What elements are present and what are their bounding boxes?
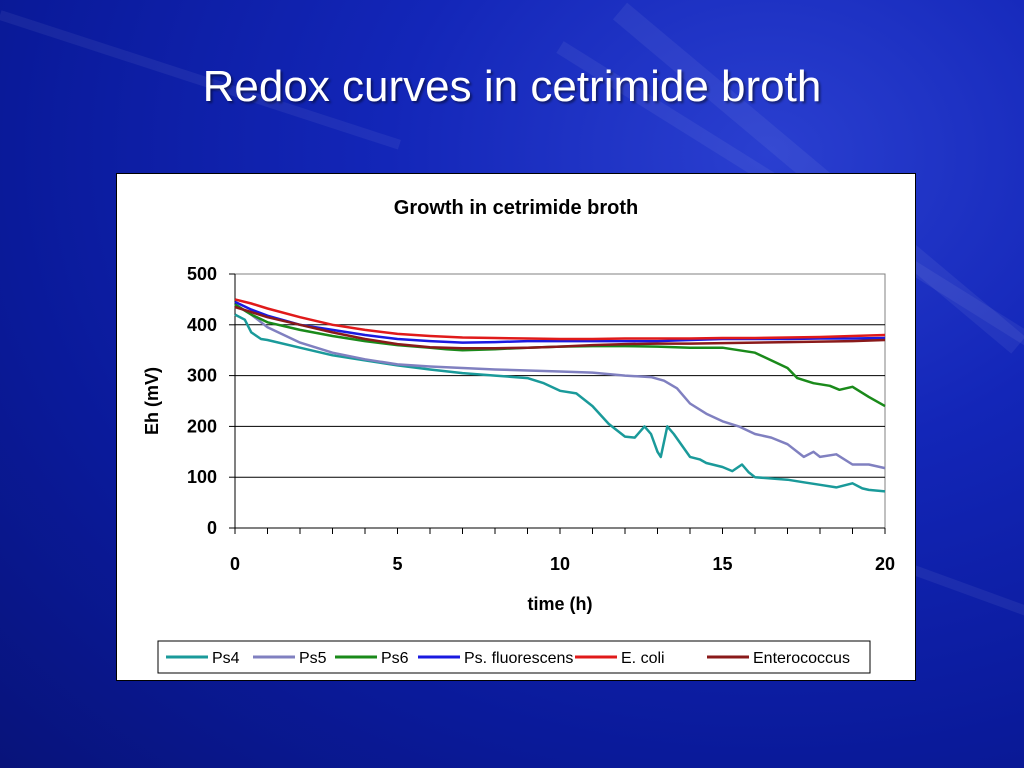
plot-area: [234, 273, 886, 529]
legend-label: Ps. fluorescens: [464, 650, 573, 667]
series-line-2: [234, 303, 886, 408]
x-tick-label: 0: [230, 554, 240, 574]
legend-label: Ps4: [212, 650, 240, 667]
legend-label: Enterococcus: [753, 650, 850, 667]
x-tick-label: 15: [712, 554, 732, 574]
series-line-0: [234, 313, 886, 493]
y-tick-label: 400: [187, 315, 217, 335]
y-tick-label: 0: [207, 518, 217, 538]
gridlines: [235, 324, 885, 478]
series-lines: [234, 298, 886, 493]
legend: Ps4 Ps5 Ps6 Ps. fluorescens E. coli Enterococ…: [166, 650, 850, 667]
legend-label: E. coli: [621, 650, 665, 667]
y-tick-label: 500: [187, 264, 217, 284]
x-tick-label: 10: [550, 554, 570, 574]
y-axis-label: Eh (mV): [142, 367, 162, 435]
axes: 0 100 200 300 400 500 0 5 10 15 20: [187, 264, 895, 574]
series-line-5: [234, 305, 886, 350]
y-tick-label: 100: [187, 467, 217, 487]
x-axis-label: time (h): [528, 594, 593, 614]
legend-label: Ps6: [381, 650, 409, 667]
x-tick-label: 5: [392, 554, 402, 574]
chart-panel: Growth in cetrimide broth 0 100 200 300 400 5…: [116, 173, 916, 681]
x-tick-label: 20: [875, 554, 895, 574]
y-tick-label: 300: [187, 366, 217, 386]
chart-title: Growth in cetrimide broth: [394, 197, 638, 219]
series-line-1: [234, 303, 886, 470]
line-chart: Growth in cetrimide broth 01002003004005…: [142, 197, 895, 674]
legend-label: Ps5: [299, 650, 327, 667]
series-line-4: [234, 298, 886, 341]
slide-title: Redox curves in cetrimide broth: [202, 62, 822, 111]
y-tick-label: 200: [187, 416, 217, 436]
